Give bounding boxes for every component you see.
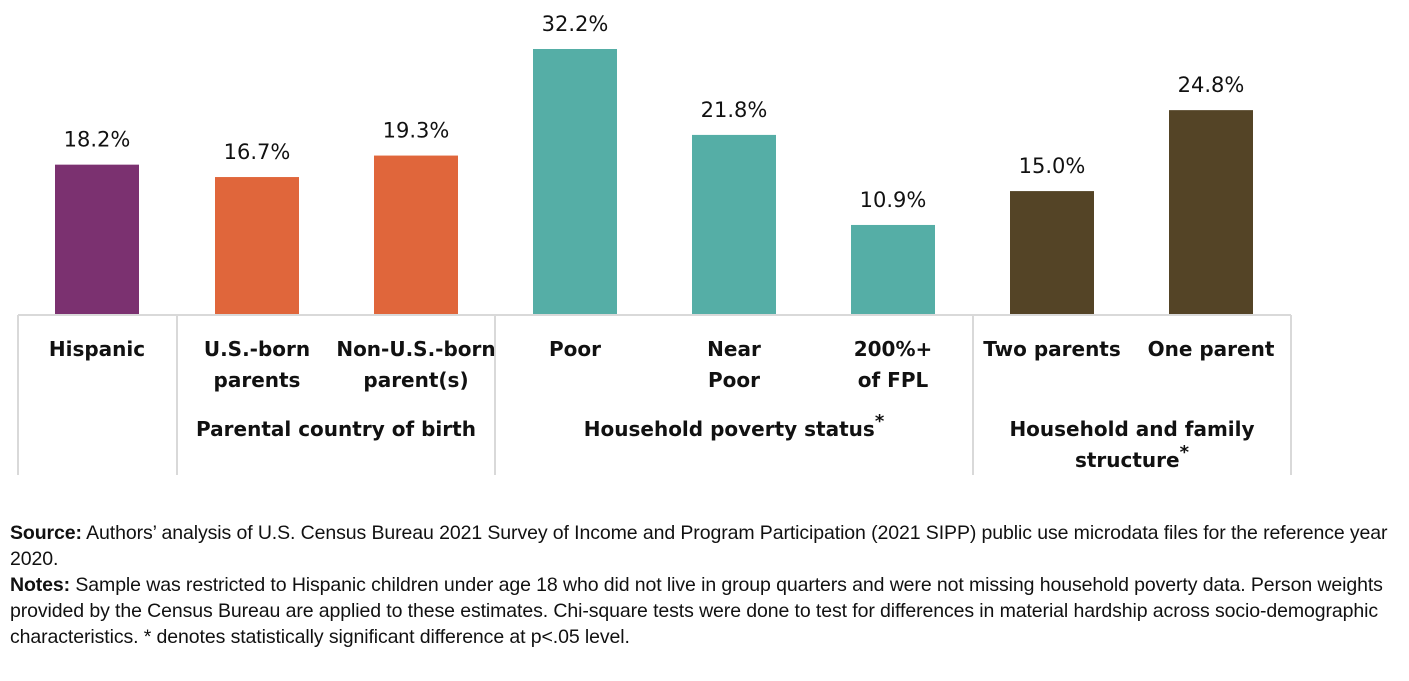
bar-u-s-born-parents — [215, 177, 299, 315]
group-label: Parental country of birth — [196, 417, 476, 441]
notes-label: Notes: — [10, 574, 71, 596]
category-label: Two parents — [983, 337, 1121, 361]
bar-two-parents — [1010, 191, 1094, 315]
value-label: 10.9% — [860, 188, 927, 212]
value-label: 32.2% — [542, 12, 609, 36]
category-grid — [17, 314, 1292, 475]
source-label: Source: — [10, 522, 82, 544]
category-label: Near Poor — [707, 337, 761, 392]
category-label: U.S.-born parents — [204, 337, 310, 392]
notes-note: Notes: Sample was restricted to Hispanic… — [10, 572, 1405, 650]
significance-marker: * — [875, 411, 885, 432]
value-label: 19.3% — [383, 119, 450, 143]
group-labels: Parental country of birth Household pover… — [196, 411, 1255, 472]
bars: 18.2% 16.7% 19.3% 32.2% 21.8% 10.9% 15.0% 24.8% — [55, 12, 1253, 315]
value-label: 15.0% — [1019, 154, 1086, 178]
bar-200-of-fpl — [851, 224, 935, 315]
bar-chart: 18.2% 16.7% 19.3% 32.2% 21.8% 10.9% 15.0% 24.8%… — [17, 12, 1292, 475]
category-labels: Hispanic U.S.-born parents Non-U.S.-born par… — [49, 337, 1275, 392]
source-text: Authors’ analysis of U.S. Census Bureau … — [10, 522, 1388, 570]
category-label: 200%+ of FPL — [854, 337, 933, 392]
bar-poor — [533, 49, 617, 315]
source-note: Source: Authors’ analysis of U.S. Census… — [10, 520, 1405, 572]
category-label: Hispanic — [49, 337, 145, 361]
significance-marker: * — [1180, 442, 1190, 463]
value-label: 18.2% — [64, 128, 131, 152]
bar-one-parent — [1169, 110, 1253, 315]
category-label: Poor — [549, 337, 601, 361]
bar-non-u-s-born-parent-s- — [374, 155, 458, 315]
bar-near-poor — [692, 134, 776, 315]
chart-notes: Source: Authors’ analysis of U.S. Census… — [10, 520, 1405, 650]
group-label: Household and family structure* — [1009, 417, 1254, 472]
group-label: Household poverty status* — [584, 411, 885, 441]
value-label: 24.8% — [1178, 73, 1245, 97]
category-label: Non-U.S.-born parent(s) — [336, 337, 495, 392]
notes-text: Sample was restricted to Hispanic childr… — [10, 574, 1383, 648]
value-label: 16.7% — [224, 140, 291, 164]
value-label: 21.8% — [701, 98, 768, 122]
category-label: One parent — [1148, 337, 1275, 361]
bar-hispanic — [55, 164, 139, 315]
